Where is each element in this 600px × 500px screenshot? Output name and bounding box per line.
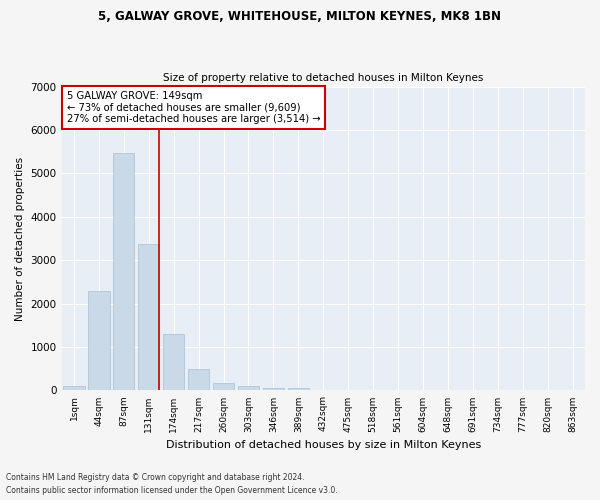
Text: Contains HM Land Registry data © Crown copyright and database right 2024.
Contai: Contains HM Land Registry data © Crown c…: [6, 474, 338, 495]
Bar: [88, 292, 110, 390]
Bar: [113, 152, 134, 390]
Text: 5, GALWAY GROVE, WHITEHOUSE, MILTON KEYNES, MK8 1BN: 5, GALWAY GROVE, WHITEHOUSE, MILTON KEYN…: [98, 10, 502, 23]
Y-axis label: Number of detached properties: Number of detached properties: [15, 156, 25, 320]
Bar: [188, 368, 209, 390]
Bar: [213, 382, 234, 390]
Bar: [263, 388, 284, 390]
Title: Size of property relative to detached houses in Milton Keynes: Size of property relative to detached ho…: [163, 73, 484, 83]
Text: 5 GALWAY GROVE: 149sqm
← 73% of detached houses are smaller (9,609)
27% of semi-: 5 GALWAY GROVE: 149sqm ← 73% of detached…: [67, 91, 320, 124]
Bar: [138, 244, 160, 390]
X-axis label: Distribution of detached houses by size in Milton Keynes: Distribution of detached houses by size …: [166, 440, 481, 450]
Bar: [163, 334, 184, 390]
Bar: [64, 386, 85, 390]
Bar: [238, 386, 259, 390]
Bar: [288, 388, 309, 390]
